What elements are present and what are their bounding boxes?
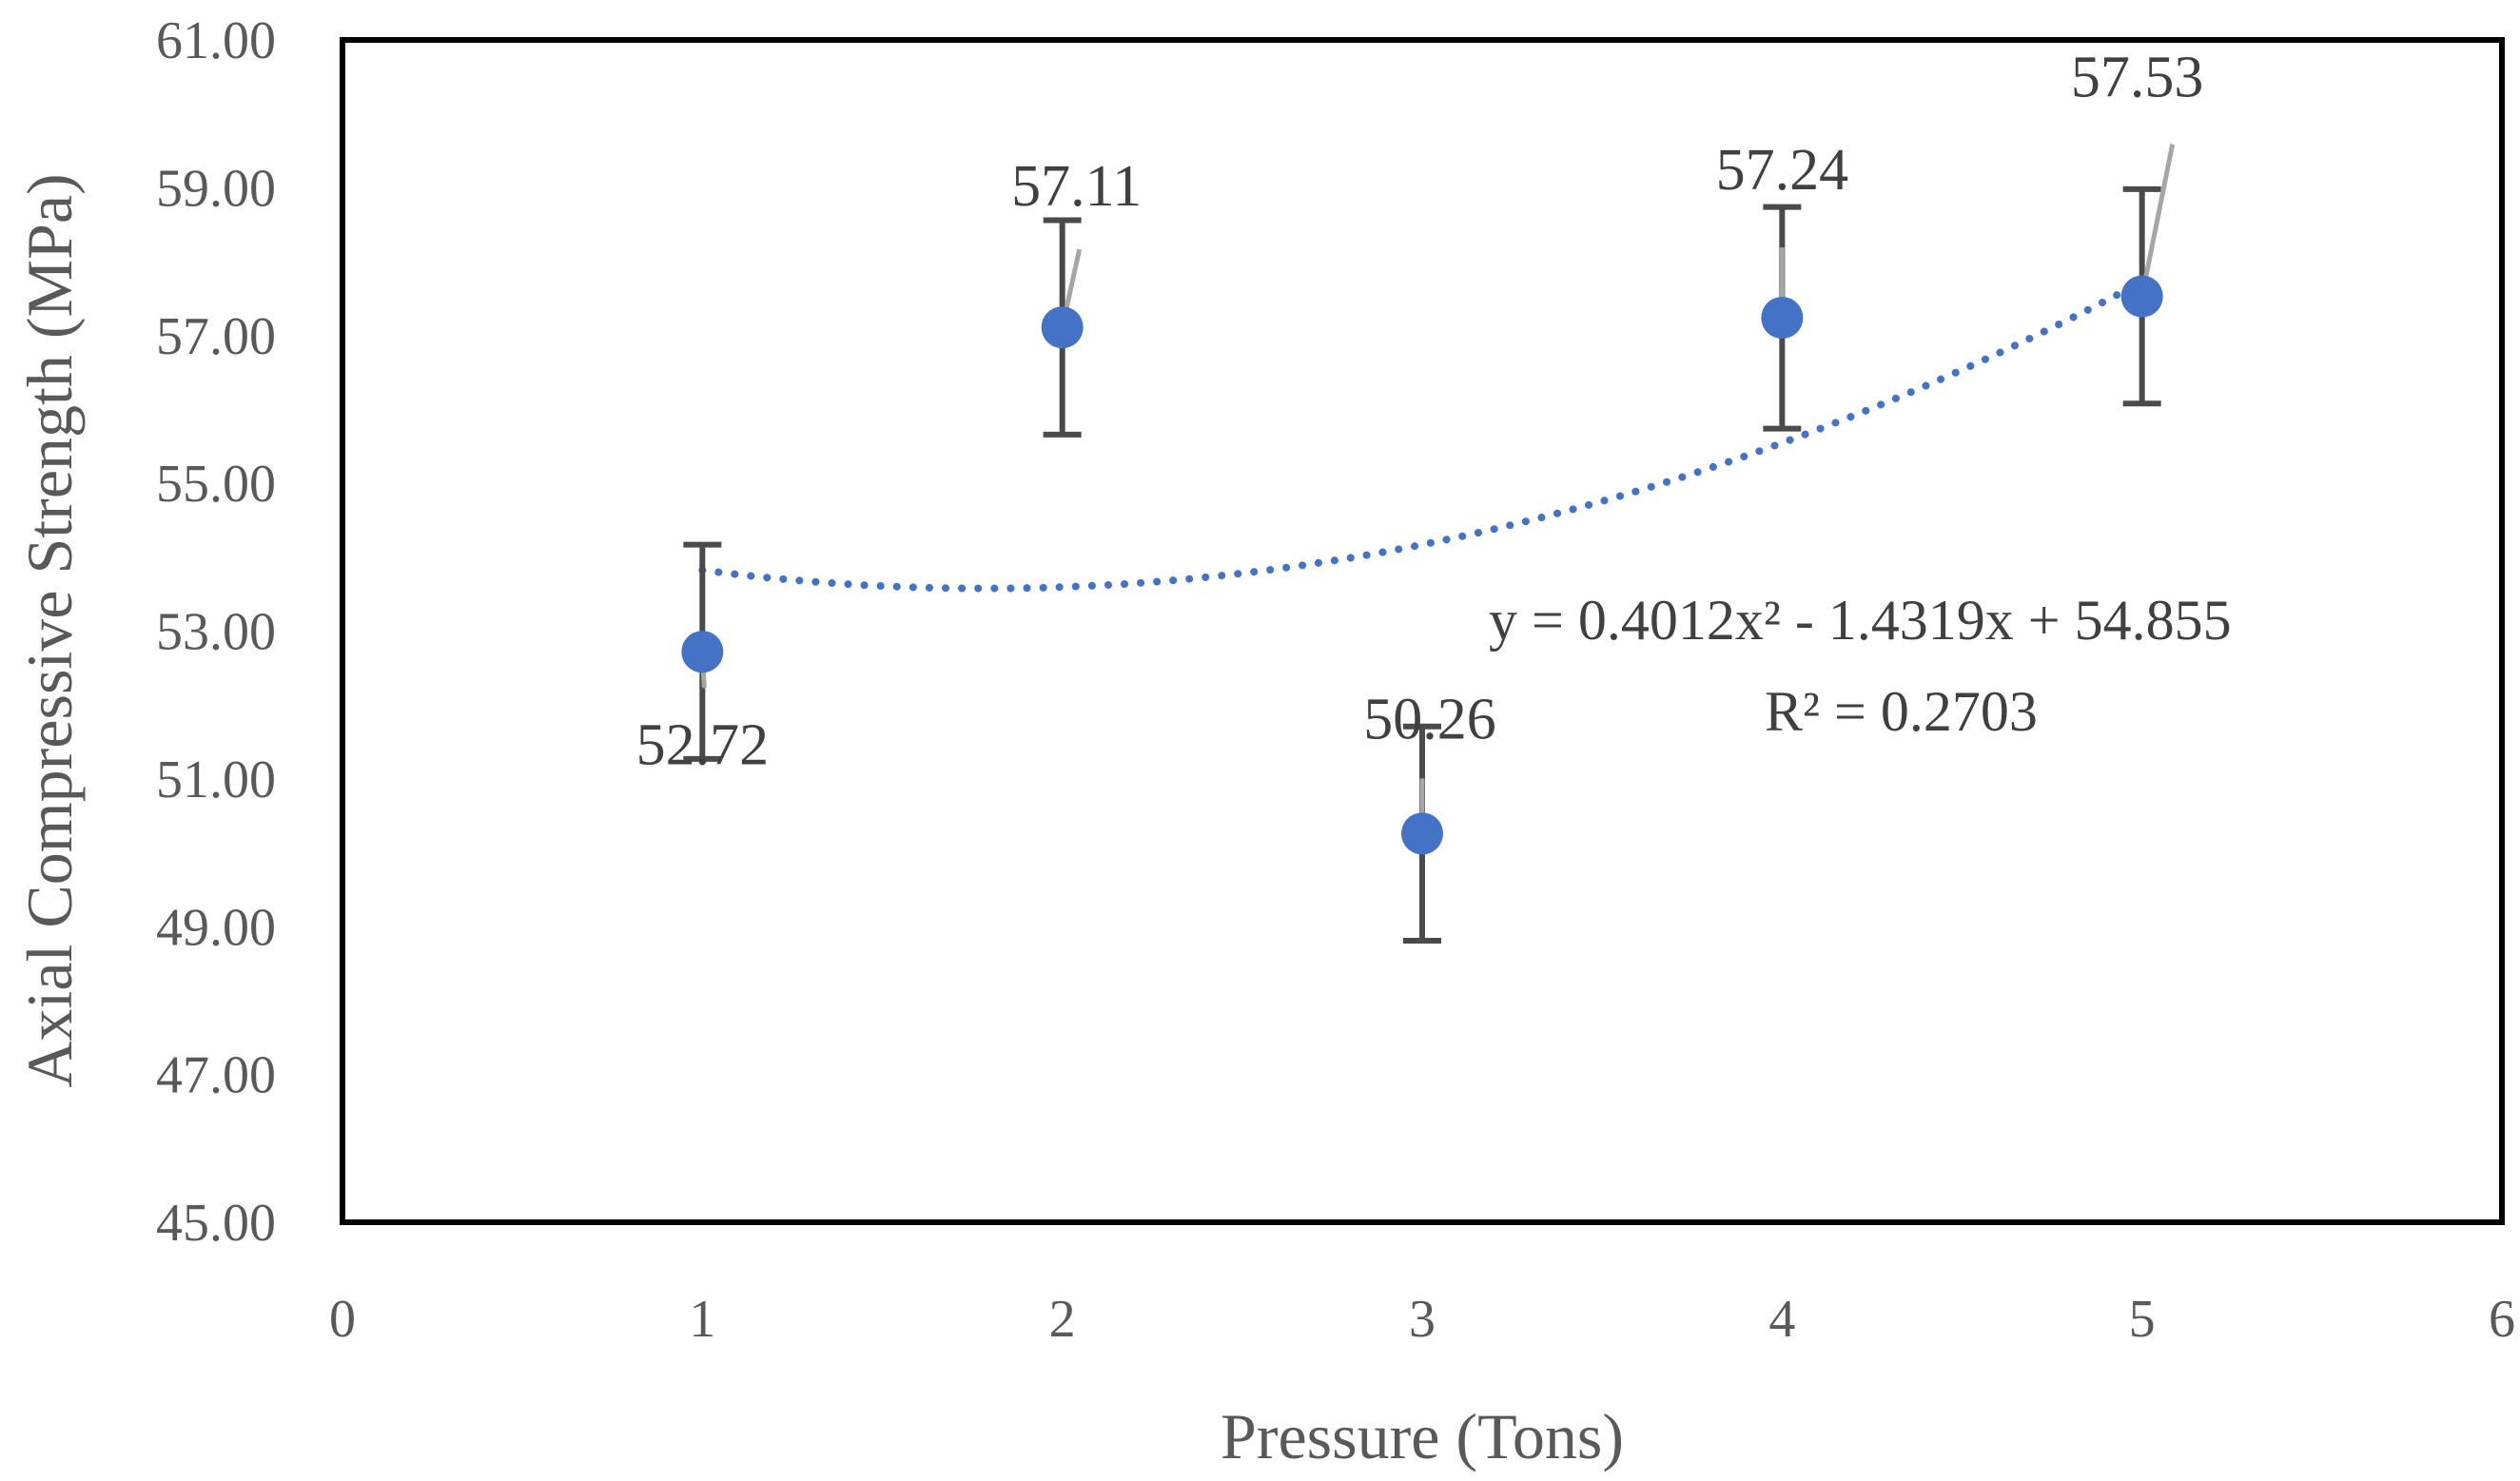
x-tick-label: 1 [689,1290,715,1349]
y-tick-label: 59.00 [156,159,276,218]
y-tick-label: 53.00 [156,603,276,662]
y-tick-label: 51.00 [156,750,276,809]
x-tick-label: 2 [1049,1290,1076,1349]
data-point [1761,297,1804,340]
data-point [1401,812,1443,855]
data-point [1041,306,1084,349]
x-axis-ticks: 0 1 2 3 4 5 6 [329,1290,2515,1349]
x-tick-label: 5 [2129,1290,2156,1349]
y-axis-ticks: 45.00 47.00 49.00 51.00 53.00 55.00 57.00 59.00… [156,11,276,1253]
y-tick-label: 57.00 [156,307,276,366]
data-point [681,631,724,673]
x-tick-label: 3 [1409,1290,1436,1349]
label-leader-line [2139,144,2176,298]
data-label: 52.72 [636,712,770,777]
y-tick-label: 55.00 [156,455,276,514]
x-axis-title: Pressure (Tons) [1221,1400,1624,1472]
data-label: 57.11 [1011,154,1142,219]
plot-area-frame [340,37,2505,1225]
data-label: 50.26 [1363,687,1496,751]
y-tick-label: 49.00 [156,898,276,957]
data-points [681,275,2163,855]
trendline-r-squared: R² = 0.2703 [1765,680,2038,743]
y-tick-label: 47.00 [156,1046,276,1105]
y-tick-label: 45.00 [156,1194,276,1253]
x-tick-label: 0 [329,1290,356,1349]
x-tick-label: 6 [2489,1290,2515,1349]
data-label: 57.24 [1716,138,1849,203]
data-labels: 52.72 57.11 50.26 57.24 57.53 [636,46,2204,778]
data-point [2120,275,2163,318]
data-label: 57.53 [2071,46,2204,110]
y-tick-label: 61.00 [156,11,276,70]
trendline [698,278,2146,593]
y-axis-title: Axial Compressive Strength (MPa) [13,173,86,1087]
trendline-equation: y = 0.4012x² - 1.4319x + 54.855 [1489,589,2232,652]
x-tick-label: 4 [1768,1290,1795,1349]
